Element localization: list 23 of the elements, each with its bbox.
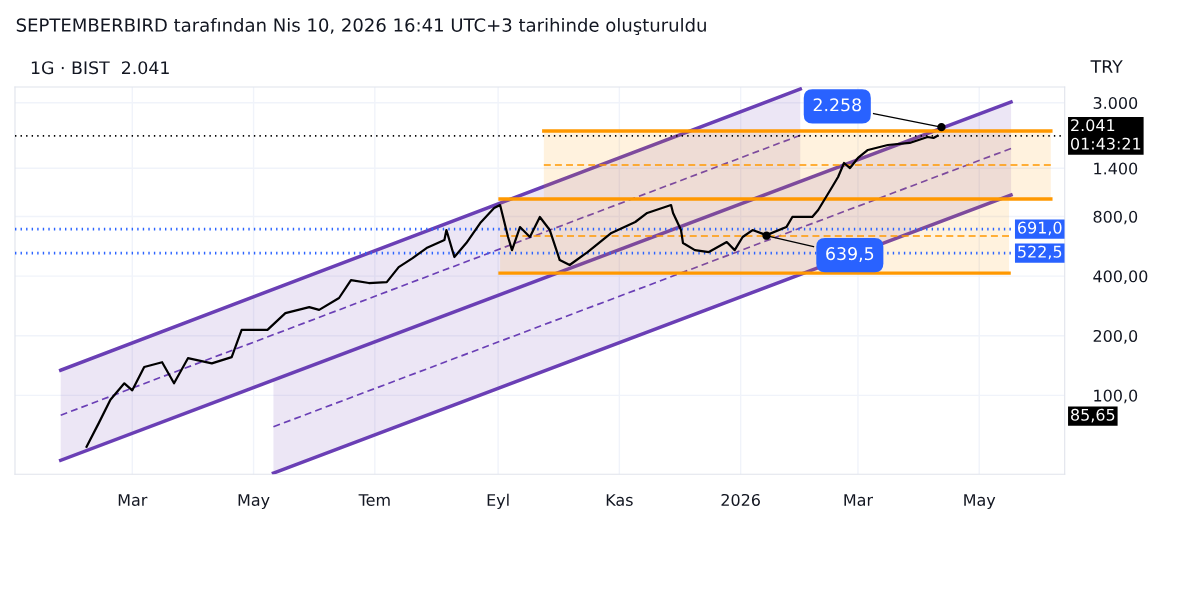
y-tick-label: 800,0 (1093, 210, 1138, 225)
text: 85,65 (1071, 408, 1115, 423)
y-tick-label: 200,0 (1093, 329, 1138, 344)
y-tick-label: 400,00 (1093, 270, 1148, 284)
y-tick-label: 100,0 (1094, 389, 1138, 404)
x-tick-label: 2026 (721, 493, 760, 506)
chart-title: SEPTEMBERBIRD tarafından Nis 10, 2026 16:41 UTC+3 tarihinde oluşturuldu (16, 17, 706, 36)
x-tick-label: Mar (118, 494, 148, 506)
x-tick-label: May (238, 494, 270, 510)
chart-subtitle: 1G · BIST 2.041 (31, 61, 169, 75)
x-tick-label: Mar (844, 494, 874, 506)
annotation: 2.258 (813, 98, 861, 112)
y-tick-label: 1.400 (1094, 162, 1138, 175)
ref-line-label: 691,0 (1018, 221, 1062, 236)
y-tick-label: 3.000 (1093, 96, 1138, 110)
annotation: 639,5 (826, 247, 874, 262)
text: TRY (1090, 60, 1123, 73)
x-tick-label: Eyl (487, 493, 509, 510)
ref-line-label: 522,5 (1018, 245, 1062, 260)
x-tick-label: May (964, 494, 996, 510)
ref-line-label: 2.041 01:43:21 (1071, 119, 1141, 150)
x-tick-label: Tem (358, 494, 390, 506)
x-tick-label: Kas (606, 494, 633, 506)
